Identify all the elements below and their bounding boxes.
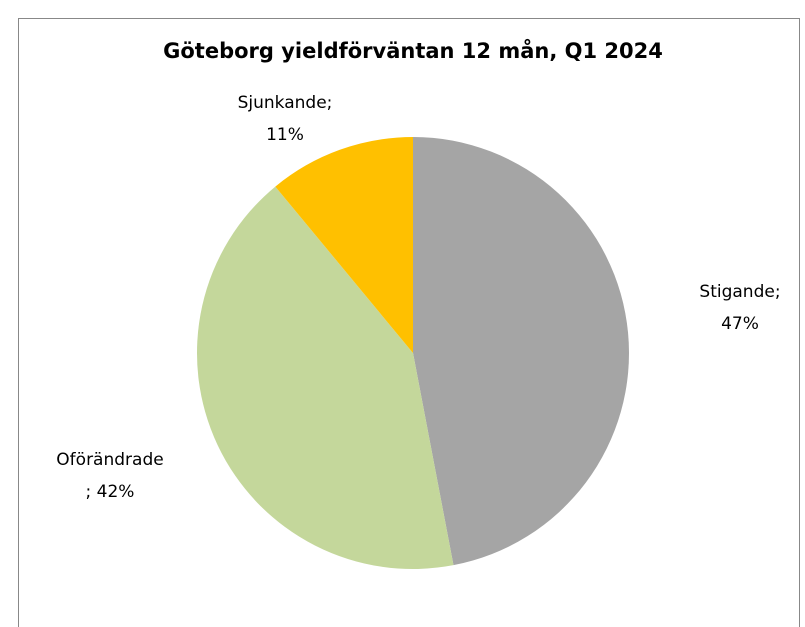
data-label: 47% (721, 314, 759, 334)
pie-slice (413, 137, 630, 566)
chart-title: Göteborg yieldförväntan 12 mån, Q1 2024 (163, 38, 663, 63)
pie-slice (275, 137, 413, 353)
data-label: Stigande; (699, 282, 780, 302)
data-label: Oförändrade (56, 450, 163, 470)
data-label: ; 42% (86, 482, 135, 502)
pie-slice (196, 186, 454, 569)
data-label: 11% (266, 125, 304, 145)
data-label: Sjunkande; (238, 93, 333, 113)
